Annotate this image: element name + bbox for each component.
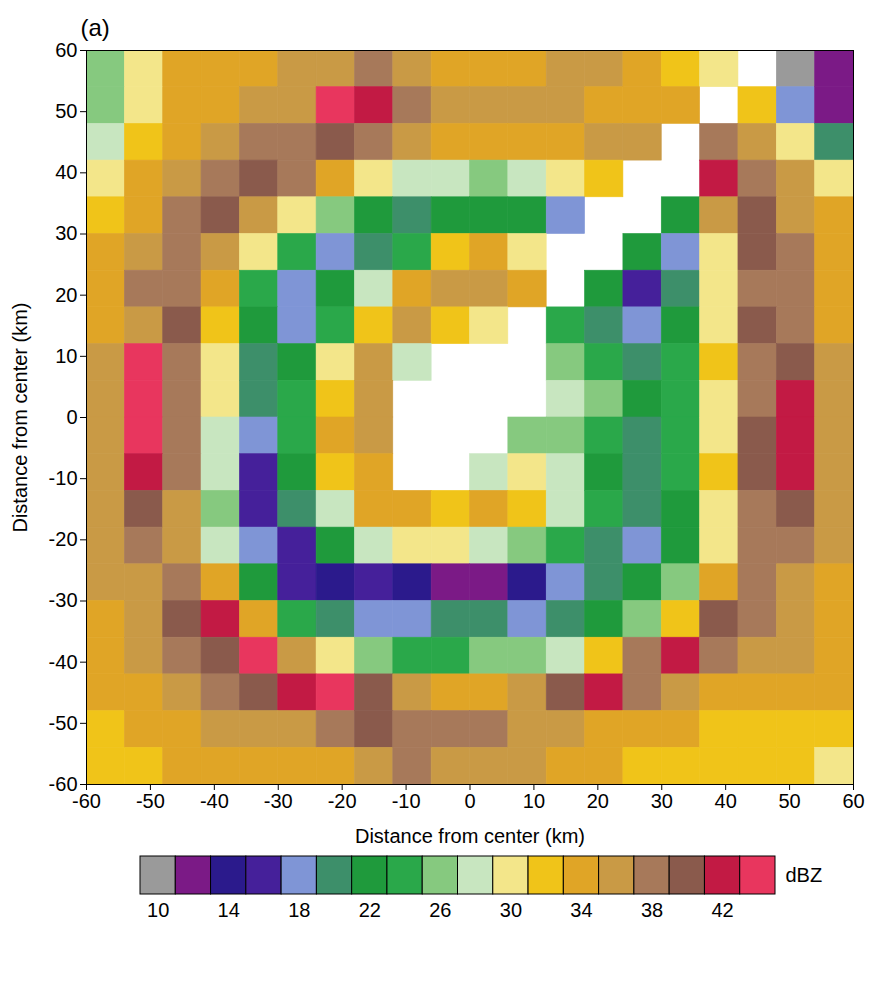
svg-text:18: 18 xyxy=(288,899,310,921)
svg-text:34: 34 xyxy=(570,899,592,921)
svg-text:-30: -30 xyxy=(264,790,293,812)
svg-text:22: 22 xyxy=(359,899,381,921)
svg-text:-50: -50 xyxy=(49,712,78,734)
svg-text:30: 30 xyxy=(651,790,673,812)
svg-text:30: 30 xyxy=(500,899,522,921)
svg-text:-40: -40 xyxy=(49,651,78,673)
svg-text:26: 26 xyxy=(429,899,451,921)
svg-text:-10: -10 xyxy=(49,467,78,489)
svg-text:14: 14 xyxy=(218,899,240,921)
svg-text:40: 40 xyxy=(55,161,77,183)
svg-text:-50: -50 xyxy=(136,790,165,812)
svg-text:-20: -20 xyxy=(49,528,78,550)
svg-text:-40: -40 xyxy=(200,790,229,812)
svg-text:10: 10 xyxy=(55,345,77,367)
svg-text:20: 20 xyxy=(55,284,77,306)
svg-text:0: 0 xyxy=(464,790,475,812)
svg-text:-60: -60 xyxy=(48,772,78,795)
svg-text:20: 20 xyxy=(587,790,609,812)
svg-text:-20: -20 xyxy=(328,790,357,812)
svg-text:Distance from center (km): Distance from center (km) xyxy=(9,302,31,532)
svg-text:60: 60 xyxy=(55,39,77,61)
svg-text:60: 60 xyxy=(842,790,864,812)
svg-text:50: 50 xyxy=(55,100,77,122)
svg-text:50: 50 xyxy=(778,790,800,812)
svg-text:-10: -10 xyxy=(392,790,421,812)
svg-text:40: 40 xyxy=(715,790,737,812)
svg-text:-30: -30 xyxy=(49,589,78,611)
svg-text:Distance from center (km): Distance from center (km) xyxy=(355,825,585,847)
svg-text:42: 42 xyxy=(711,899,733,921)
svg-text:10: 10 xyxy=(147,899,169,921)
svg-text:38: 38 xyxy=(641,899,663,921)
svg-text:-60: -60 xyxy=(72,790,101,812)
svg-text:(a): (a) xyxy=(81,14,110,41)
svg-text:10: 10 xyxy=(523,790,545,812)
svg-text:dBZ: dBZ xyxy=(786,864,823,886)
svg-text:30: 30 xyxy=(55,222,77,244)
svg-text:0: 0 xyxy=(66,406,77,428)
